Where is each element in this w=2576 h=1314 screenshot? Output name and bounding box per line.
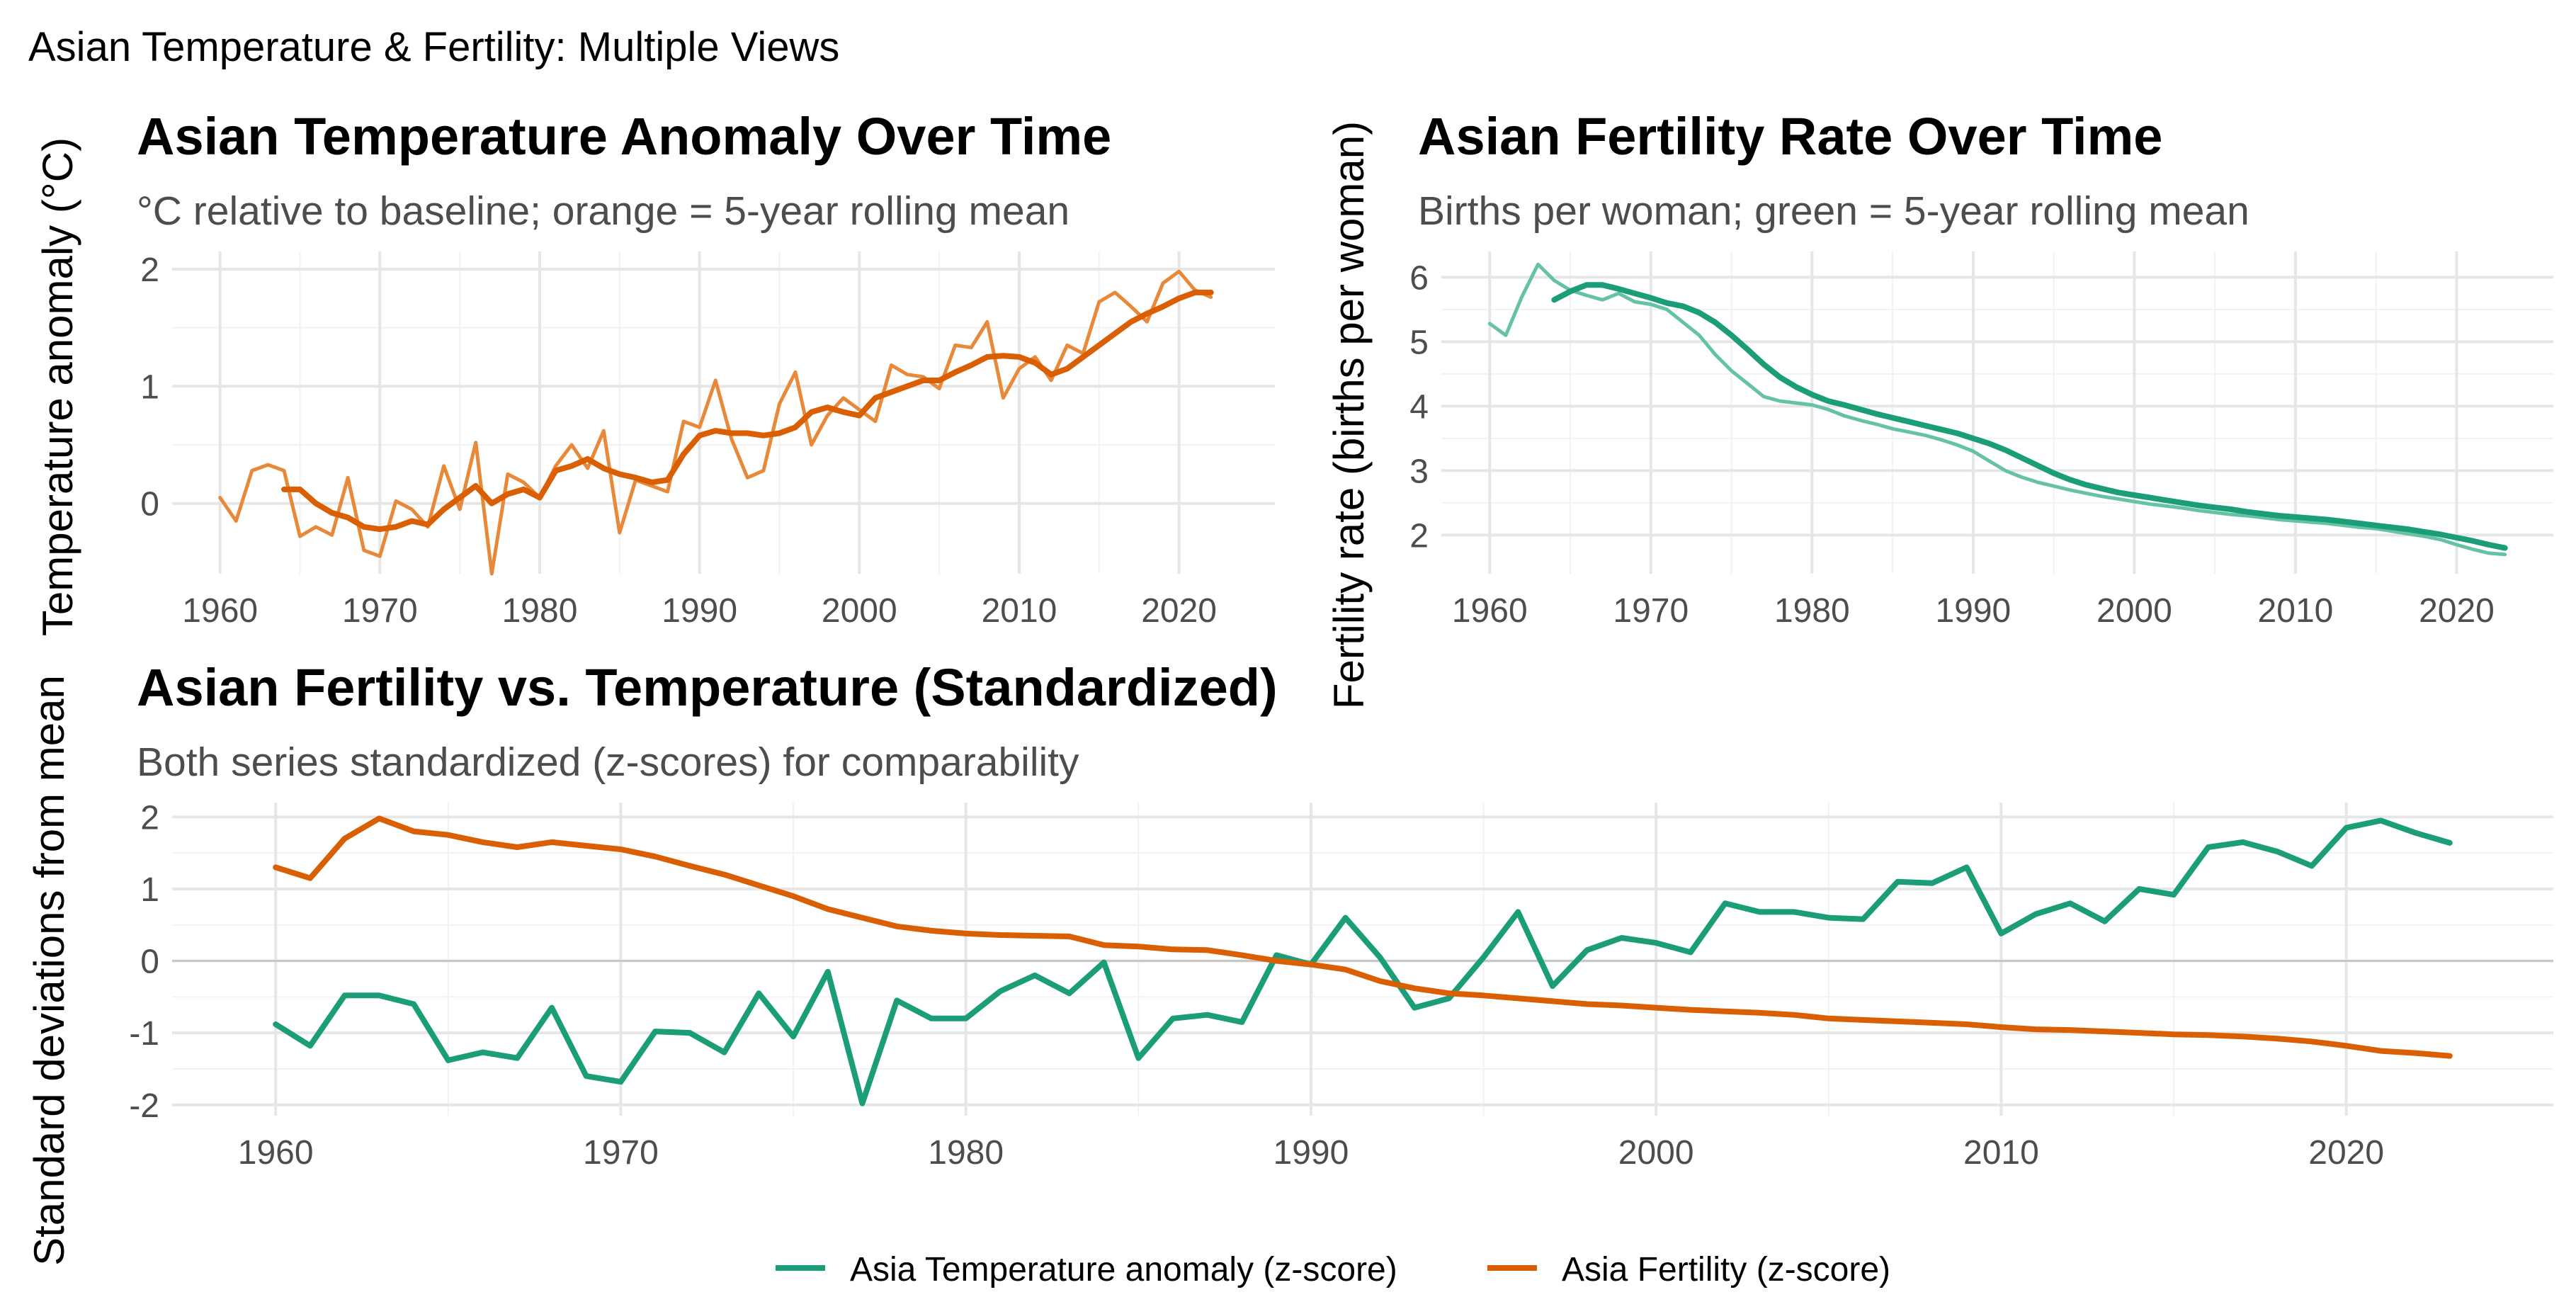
fert-y-axis-label: Fertility rate (births per woman) bbox=[1325, 121, 1373, 709]
temp-x-tick-label: 2000 bbox=[822, 592, 897, 630]
z-x-tick-label: 1960 bbox=[238, 1134, 314, 1172]
temp-x-tick-label: 1990 bbox=[662, 592, 737, 630]
z-x-tick-label: 1990 bbox=[1273, 1134, 1349, 1172]
fert-series bbox=[1487, 262, 2508, 557]
z-ticks: 1960 1970 1980 1990 2000 2010 2020 -2 -1 0 1 2 bbox=[129, 799, 2384, 1172]
temp-series bbox=[218, 269, 1214, 576]
fert-y-tick-label: 4 bbox=[1409, 388, 1429, 426]
fert-x-tick-label: 1990 bbox=[1935, 592, 2011, 630]
z-series bbox=[273, 815, 2453, 1106]
fert-series-fertility-rate bbox=[1487, 262, 2507, 557]
zscore-panel: Asian Fertility vs. Temperature (Standar… bbox=[25, 658, 2553, 1266]
page-title: Asian Temperature & Fertility: Multiple … bbox=[28, 24, 839, 70]
fert-y-tick-label: 6 bbox=[1409, 259, 1429, 297]
temp-x-tick-label: 2020 bbox=[1141, 592, 1217, 630]
temp-x-tick-label: 1980 bbox=[502, 592, 578, 630]
z-series-asia-temperature-anomaly-z-score bbox=[273, 817, 2453, 1106]
fert-y-tick-label: 2 bbox=[1409, 517, 1429, 555]
temp-series-5-year-rolling-mean bbox=[281, 289, 1214, 533]
fert-x-tick-label: 2020 bbox=[2419, 592, 2495, 630]
fert-x-tick-label: 1980 bbox=[1774, 592, 1850, 630]
temp-x-tick-label: 2010 bbox=[982, 592, 1057, 630]
temperature-panel: Asian Temperature Anomaly Over Time °C r… bbox=[34, 107, 1275, 636]
z-y-tick-label: 0 bbox=[140, 944, 159, 981]
fertility-panel: Asian Fertility Rate Over Time Births pe… bbox=[1325, 107, 2553, 709]
temp-y-tick-label: 0 bbox=[140, 486, 159, 523]
z-y-tick-label: 1 bbox=[140, 871, 159, 909]
temp-panel-subtitle: °C relative to baseline; orange = 5-year… bbox=[137, 188, 1069, 234]
z-panel-title: Asian Fertility vs. Temperature (Standar… bbox=[137, 658, 1278, 717]
temp-grid bbox=[172, 251, 1275, 574]
z-y-axis-label: Standard deviations from mean bbox=[25, 675, 73, 1266]
legend-label-temperature: Asia Temperature anomaly (z-score) bbox=[850, 1251, 1397, 1288]
temp-y-axis-label: Temperature anomaly (°C) bbox=[34, 137, 81, 636]
z-y-tick-label: 2 bbox=[140, 799, 159, 837]
z-series-asia-fertility-z-score bbox=[273, 815, 2453, 1059]
fert-x-tick-label: 1970 bbox=[1613, 592, 1689, 630]
temp-x-tick-label: 1960 bbox=[182, 592, 258, 630]
fert-ticks: 1960 1970 1980 1990 2000 2010 2020 2 3 4 5 6 bbox=[1409, 259, 2495, 630]
temp-ticks: 1960 1970 1980 1990 2000 2010 2020 0 1 2 bbox=[140, 251, 1217, 630]
fert-x-tick-label: 1960 bbox=[1452, 592, 1528, 630]
temp-panel-title: Asian Temperature Anomaly Over Time bbox=[137, 107, 1111, 166]
fert-grid bbox=[1441, 251, 2553, 574]
z-y-tick-label: -1 bbox=[129, 1015, 159, 1053]
temp-x-tick-label: 1970 bbox=[342, 592, 418, 630]
fert-panel-title: Asian Fertility Rate Over Time bbox=[1418, 107, 2162, 166]
legend: Asia Temperature anomaly (z-score) Asia … bbox=[776, 1251, 1890, 1288]
fert-x-tick-label: 2010 bbox=[2258, 592, 2334, 630]
fert-series-5-year-rolling-mean bbox=[1551, 282, 2508, 551]
z-x-tick-label: 2000 bbox=[1618, 1134, 1694, 1172]
z-grid bbox=[172, 803, 2553, 1116]
legend-label-fertility: Asia Fertility (z-score) bbox=[1562, 1251, 1890, 1288]
z-x-tick-label: 2010 bbox=[1963, 1134, 2039, 1172]
temp-y-tick-label: 2 bbox=[140, 251, 159, 289]
fert-y-tick-label: 5 bbox=[1409, 324, 1429, 361]
fert-x-tick-label: 2000 bbox=[2096, 592, 2172, 630]
fert-y-tick-label: 3 bbox=[1409, 453, 1429, 490]
z-x-tick-label: 1970 bbox=[583, 1134, 659, 1172]
z-panel-subtitle: Both series standardized (z-scores) for … bbox=[137, 740, 1079, 785]
z-y-tick-label: -2 bbox=[129, 1087, 159, 1125]
fert-panel-subtitle: Births per woman; green = 5-year rolling… bbox=[1418, 188, 2249, 234]
z-x-tick-label: 2020 bbox=[2308, 1134, 2384, 1172]
temp-y-tick-label: 1 bbox=[140, 368, 159, 406]
z-x-tick-label: 1980 bbox=[928, 1134, 1004, 1172]
